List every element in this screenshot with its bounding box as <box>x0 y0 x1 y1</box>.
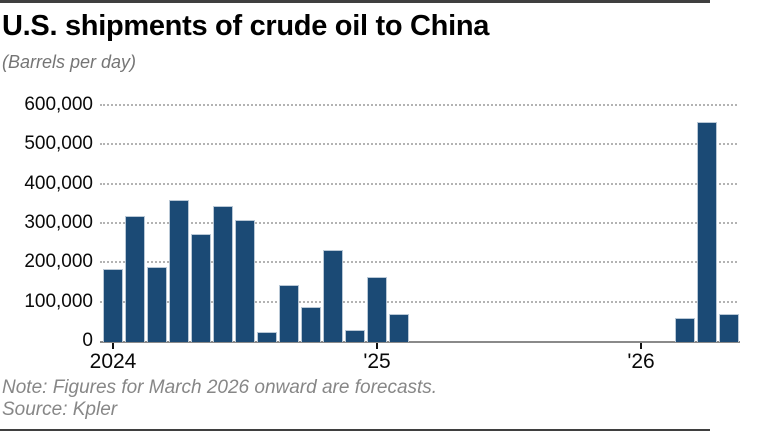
y-axis-label: 300,000 <box>24 212 93 233</box>
y-axis-label: 400,000 <box>24 172 93 194</box>
bar-jan-2024 <box>103 269 123 342</box>
bar-may-2026 <box>719 314 739 342</box>
y-gridline <box>100 222 737 224</box>
bar-feb-2024 <box>125 216 145 342</box>
y-axis-label: 500,000 <box>24 133 93 155</box>
bar-apr-2024 <box>169 200 189 342</box>
y-axis-label: 100,000 <box>24 290 93 312</box>
y-axis-label: 0 <box>82 330 93 351</box>
bar-oct-2024 <box>301 307 321 342</box>
y-axis-label: 600,000 <box>24 94 93 115</box>
x-axis-line <box>100 341 740 343</box>
bar-jul-2024 <box>235 220 255 342</box>
bar-aug-2024 <box>257 332 277 342</box>
y-gridline <box>100 300 737 303</box>
chart-title: U.S. shipments of crude oil to China <box>2 10 490 42</box>
bar-nov-2024 <box>323 250 343 342</box>
y-axis-label: 200,000 <box>24 251 93 273</box>
x-tick <box>112 343 114 349</box>
x-tick <box>640 343 642 349</box>
y-gridline <box>100 261 737 264</box>
bar-mar-2024 <box>147 267 167 342</box>
x-axis-label: '26 <box>627 350 655 373</box>
bar-sep-2024 <box>279 285 299 342</box>
bar-mar-2026 <box>675 318 695 342</box>
x-axis-label: 2024 <box>89 350 137 373</box>
bar-jun-2024 <box>213 206 233 342</box>
bottom-rule <box>0 429 710 431</box>
top-rule <box>0 0 710 3</box>
bar-apr-2026 <box>697 122 717 342</box>
chart-subtitle: (Barrels per day) <box>2 52 137 72</box>
bar-may-2024 <box>191 234 211 342</box>
bar-dec-2024 <box>345 330 365 342</box>
bar-feb-2025 <box>389 314 409 342</box>
y-gridline <box>100 143 737 146</box>
chart-note: Note: Figures for March 2026 onward are … <box>2 377 438 398</box>
chart-source: Source: Kpler <box>2 399 118 420</box>
x-tick <box>376 343 378 349</box>
y-gridline <box>100 104 737 106</box>
y-gridline <box>100 182 737 185</box>
bar-jan-2025 <box>367 277 387 342</box>
x-axis-label: '25 <box>363 350 391 373</box>
